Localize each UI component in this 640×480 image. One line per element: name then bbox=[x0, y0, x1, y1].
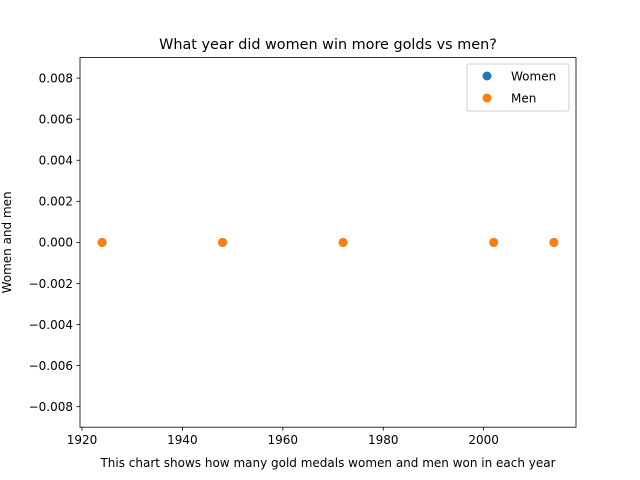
y-axis-ticks: −0.008 −0.006 −0.004 −0.002 0.000 0.002 0.004 0… bbox=[29, 71, 80, 414]
y-axis-label: Women and men bbox=[0, 191, 14, 293]
legend: Women Men bbox=[466, 63, 570, 112]
legend-label-women: Women bbox=[511, 70, 556, 84]
x-tick-label: 1940 bbox=[167, 433, 198, 447]
chart-title: What year did women win more golds vs me… bbox=[159, 37, 497, 53]
y-tick-label: 0.004 bbox=[39, 154, 73, 168]
x-tick-label: 1920 bbox=[67, 433, 98, 447]
data-points bbox=[97, 237, 559, 247]
y-tick-label: −0.002 bbox=[29, 277, 73, 291]
legend-label-men: Men bbox=[511, 92, 536, 106]
x-tick-label: 1960 bbox=[268, 433, 299, 447]
point-men bbox=[489, 237, 499, 247]
x-tick-label: 1980 bbox=[368, 433, 399, 447]
y-tick-label: −0.004 bbox=[29, 318, 73, 332]
x-axis-ticks: 1920 1940 1960 1980 2000 bbox=[67, 427, 499, 447]
point-men bbox=[338, 237, 348, 247]
plot-area-frame bbox=[79, 57, 577, 428]
legend-marker-men bbox=[482, 93, 492, 103]
legend-box bbox=[466, 63, 570, 112]
point-men bbox=[97, 237, 107, 247]
point-men bbox=[549, 237, 559, 247]
point-men bbox=[218, 237, 228, 247]
y-tick-label: −0.006 bbox=[29, 359, 73, 373]
y-tick-label: 0.000 bbox=[39, 236, 73, 250]
y-tick-label: 0.006 bbox=[39, 113, 73, 127]
y-tick-label: 0.002 bbox=[39, 195, 73, 209]
y-tick-label: −0.008 bbox=[29, 400, 73, 414]
x-tick-label: 2000 bbox=[468, 433, 499, 447]
x-axis-label: This chart shows how many gold medals wo… bbox=[99, 456, 555, 470]
legend-marker-women bbox=[482, 71, 492, 81]
y-tick-label: 0.008 bbox=[39, 71, 73, 85]
